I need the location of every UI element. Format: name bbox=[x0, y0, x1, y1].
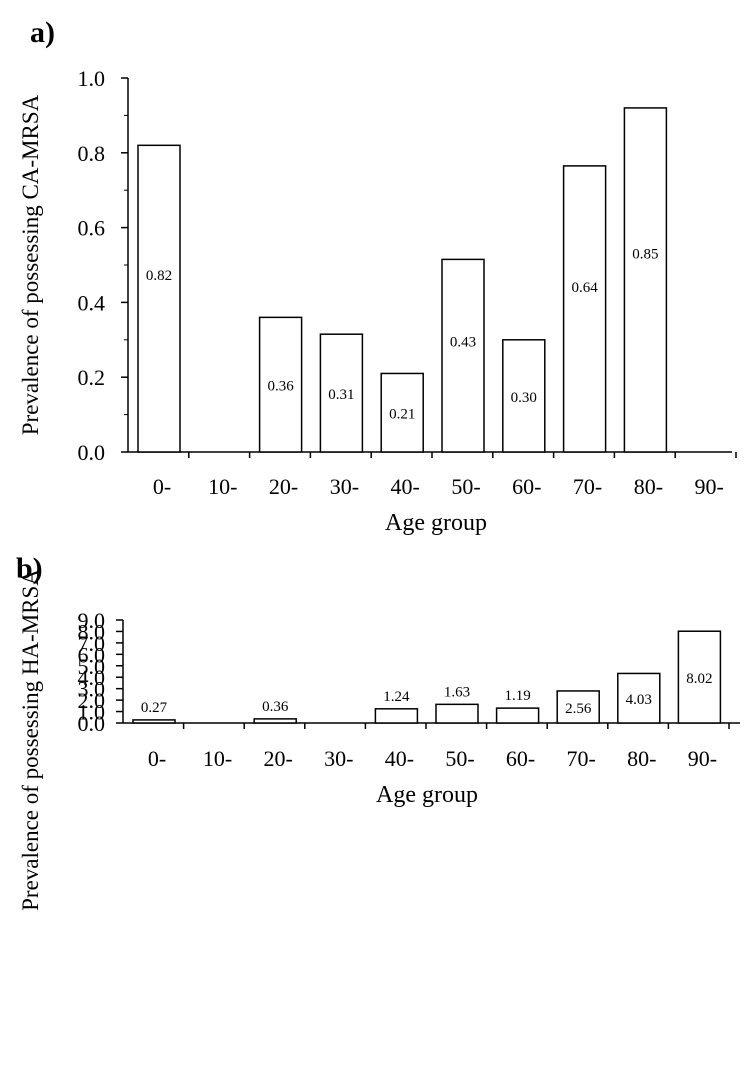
bar bbox=[374, 708, 419, 724]
bar bbox=[435, 703, 479, 724]
y-tick-label: 1.0 bbox=[78, 700, 106, 725]
data-label: 0.82 bbox=[146, 268, 172, 284]
bar bbox=[677, 630, 722, 724]
panel-label: a) bbox=[30, 16, 55, 49]
bar bbox=[617, 672, 661, 724]
data-label: 0.30 bbox=[511, 390, 537, 406]
y-tick-label: 0.2 bbox=[78, 365, 106, 390]
y-tick-label: 0.6 bbox=[78, 216, 106, 241]
y-tick-label: 0.0 bbox=[78, 440, 106, 465]
x-tick-label: 40- bbox=[385, 746, 414, 771]
y-tick-label: 4.0 bbox=[78, 665, 106, 690]
bar bbox=[319, 333, 364, 453]
x-tick-label: 70- bbox=[573, 474, 602, 499]
bar bbox=[258, 316, 303, 453]
data-label: 0.85 bbox=[632, 246, 658, 262]
data-label: 1.19 bbox=[504, 688, 530, 704]
x-tick-label: 50- bbox=[445, 746, 474, 771]
x-tick-label: 60- bbox=[506, 746, 535, 771]
data-label: 4.03 bbox=[626, 692, 652, 708]
y-tick-label: 9.0 bbox=[78, 608, 106, 633]
y-tick-label: 3.0 bbox=[78, 677, 106, 702]
x-tick-label: 0- bbox=[148, 746, 166, 771]
x-tick-label: 80- bbox=[634, 474, 663, 499]
data-label: 0.36 bbox=[262, 699, 289, 715]
x-tick-label: 70- bbox=[567, 746, 596, 771]
data-label: 0.27 bbox=[141, 700, 168, 716]
x-tick-label: 10- bbox=[203, 746, 232, 771]
data-label: 1.63 bbox=[444, 684, 470, 700]
x-tick-label: 30- bbox=[324, 746, 353, 771]
x-tick-label: 30- bbox=[330, 474, 359, 499]
y-axis-title: Prevalence of possessing HA-MRSA bbox=[18, 569, 43, 911]
bar bbox=[132, 719, 176, 724]
x-axis-title: Age group bbox=[376, 782, 478, 808]
bar bbox=[253, 718, 297, 724]
bar bbox=[623, 107, 668, 453]
x-tick-label: 60- bbox=[512, 474, 541, 499]
x-tick-label: 10- bbox=[208, 474, 237, 499]
bar bbox=[137, 144, 181, 453]
data-label: 2.56 bbox=[565, 701, 592, 717]
bar bbox=[556, 690, 600, 724]
bar bbox=[441, 258, 485, 453]
data-label: 0.64 bbox=[571, 280, 598, 296]
y-tick-label: 2.0 bbox=[78, 688, 106, 713]
x-tick-label: 80- bbox=[627, 746, 656, 771]
y-tick-label: 0.8 bbox=[78, 141, 106, 166]
x-tick-label: 20- bbox=[264, 746, 293, 771]
y-tick-label: 0.4 bbox=[78, 290, 106, 315]
y-tick-label: 0.0 bbox=[78, 711, 106, 736]
data-label: 1.24 bbox=[383, 689, 410, 705]
bar bbox=[495, 707, 540, 724]
x-tick-label: 90- bbox=[688, 746, 717, 771]
bar bbox=[502, 339, 546, 453]
bar bbox=[380, 372, 424, 453]
y-tick-label: 6.0 bbox=[78, 642, 106, 667]
y-tick-label: 8.0 bbox=[78, 619, 106, 644]
bar bbox=[562, 165, 607, 453]
x-tick-label: 0- bbox=[153, 474, 171, 499]
y-axis-title: Prevalence of possessing CA-MRSA bbox=[18, 94, 43, 435]
data-label: 0.31 bbox=[328, 387, 354, 403]
data-label: 0.36 bbox=[267, 379, 294, 395]
panel-label: b) bbox=[16, 552, 43, 585]
data-label: 0.43 bbox=[450, 334, 476, 350]
y-tick-label: 7.0 bbox=[78, 631, 106, 656]
data-label: 0.21 bbox=[389, 407, 415, 423]
y-tick-label: 1.0 bbox=[78, 66, 106, 91]
x-tick-label: 90- bbox=[695, 474, 724, 499]
x-tick-label: 50- bbox=[451, 474, 480, 499]
y-tick-label: 5.0 bbox=[78, 654, 106, 679]
x-tick-label: 20- bbox=[269, 474, 298, 499]
x-axis-title: Age group bbox=[385, 510, 487, 536]
data-label: 8.02 bbox=[686, 671, 712, 687]
x-tick-label: 40- bbox=[391, 474, 420, 499]
